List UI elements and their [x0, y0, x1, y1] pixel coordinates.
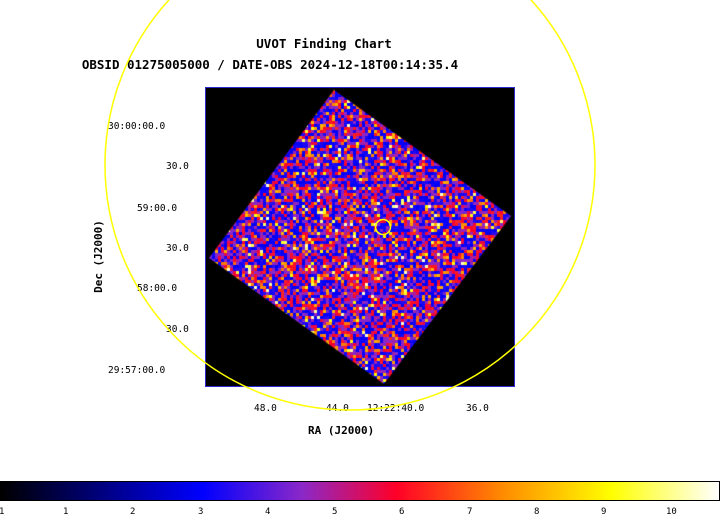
colorbar-tick-label: 2: [130, 507, 136, 517]
colorbar-tick-label: 10: [666, 507, 677, 517]
ra-axis-title: RA (J2000): [308, 424, 375, 437]
colorbar-tick-label: 9: [601, 507, 607, 517]
ra-tick-label: 48.0: [254, 403, 277, 414]
dec-tick-label: 59:00.0: [137, 203, 178, 214]
dec-tick-label: 58:00.0: [137, 283, 178, 294]
sky-image: [205, 87, 515, 387]
dec-tick-label: 30.0: [166, 243, 189, 254]
chart-title: UVOT Finding Chart: [256, 36, 392, 51]
colorbar-tick-label: 1: [0, 507, 5, 517]
chart-subtitle: OBSID 01275005000 / DATE-OBS 2024-12-18T…: [81, 57, 459, 72]
colorbar: [0, 481, 720, 501]
colorbar-tick-label: 3: [198, 507, 204, 517]
colorbar-tick-label: 5: [332, 507, 338, 517]
colorbar-tick-label: 6: [399, 507, 405, 517]
colorbar-tick-label: 1: [63, 507, 69, 517]
dec-tick-label: 30.0: [166, 324, 189, 335]
dec-tick-label: 29:57:00.0: [108, 365, 166, 376]
colorbar-tick-label: 7: [467, 507, 473, 517]
ra-tick-label: 44.0: [326, 403, 349, 414]
colorbar-tick-label: 4: [265, 507, 271, 517]
colorbar-tick-label: 8: [534, 507, 540, 517]
dec-axis-title: Dec (J2000): [91, 220, 105, 293]
dec-tick-label: 30:00:00.0: [108, 121, 166, 132]
ra-tick-label: 36.0: [466, 403, 489, 414]
dec-tick-label: 30.0: [166, 161, 189, 172]
ra-tick-label: 12:22:40.0: [367, 403, 425, 414]
sky-image-canvas: [206, 88, 514, 386]
